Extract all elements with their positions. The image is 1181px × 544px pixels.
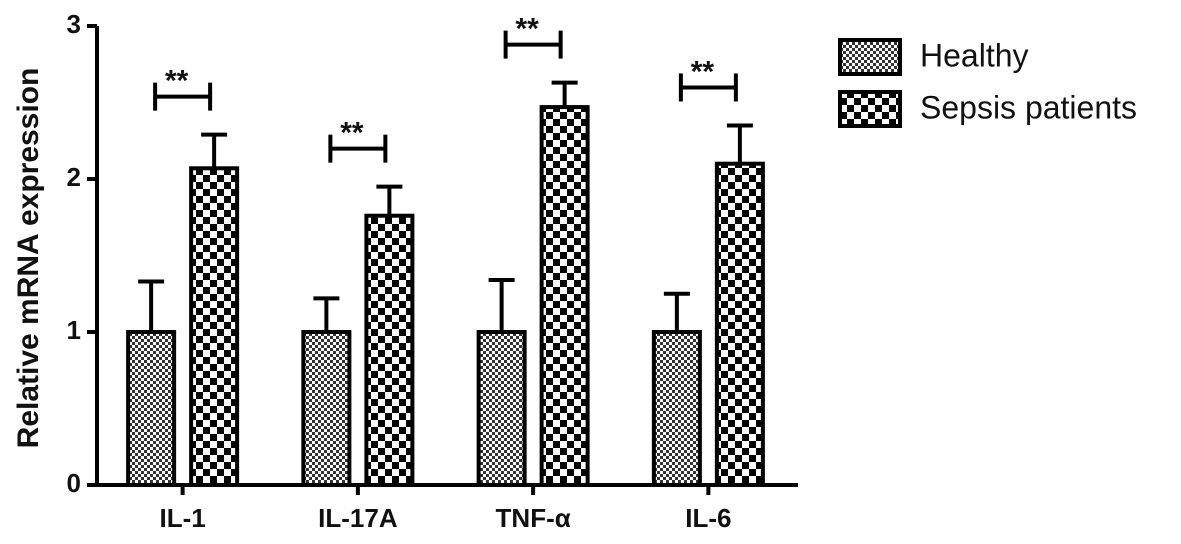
bar [714, 161, 765, 487]
x-tick-label: TNF-α [496, 503, 571, 533]
significance-label: ** [165, 65, 189, 98]
bar [301, 330, 352, 487]
bar [189, 166, 240, 487]
legend-label: Healthy [920, 37, 1029, 73]
significance-label: ** [515, 13, 539, 46]
bar [539, 105, 590, 487]
x-tick-label: IL-17A [318, 503, 398, 533]
y-tick-label: 3 [67, 9, 81, 39]
bar [651, 330, 702, 487]
significance-label: ** [691, 55, 715, 88]
y-axis-label: Relative mRNA expression [12, 68, 45, 449]
legend-label: Sepsis patients [920, 89, 1137, 125]
bar [476, 330, 527, 487]
legend-swatch [838, 90, 902, 128]
x-tick-label: IL-1 [160, 503, 206, 533]
bar [364, 213, 415, 487]
y-tick-label: 0 [67, 468, 81, 498]
bar [126, 330, 177, 487]
significance-label: ** [340, 117, 364, 150]
legend-swatch [838, 38, 902, 76]
y-tick-label: 2 [67, 162, 81, 192]
x-tick-label: IL-6 [685, 503, 731, 533]
y-tick-label: 1 [67, 315, 81, 345]
